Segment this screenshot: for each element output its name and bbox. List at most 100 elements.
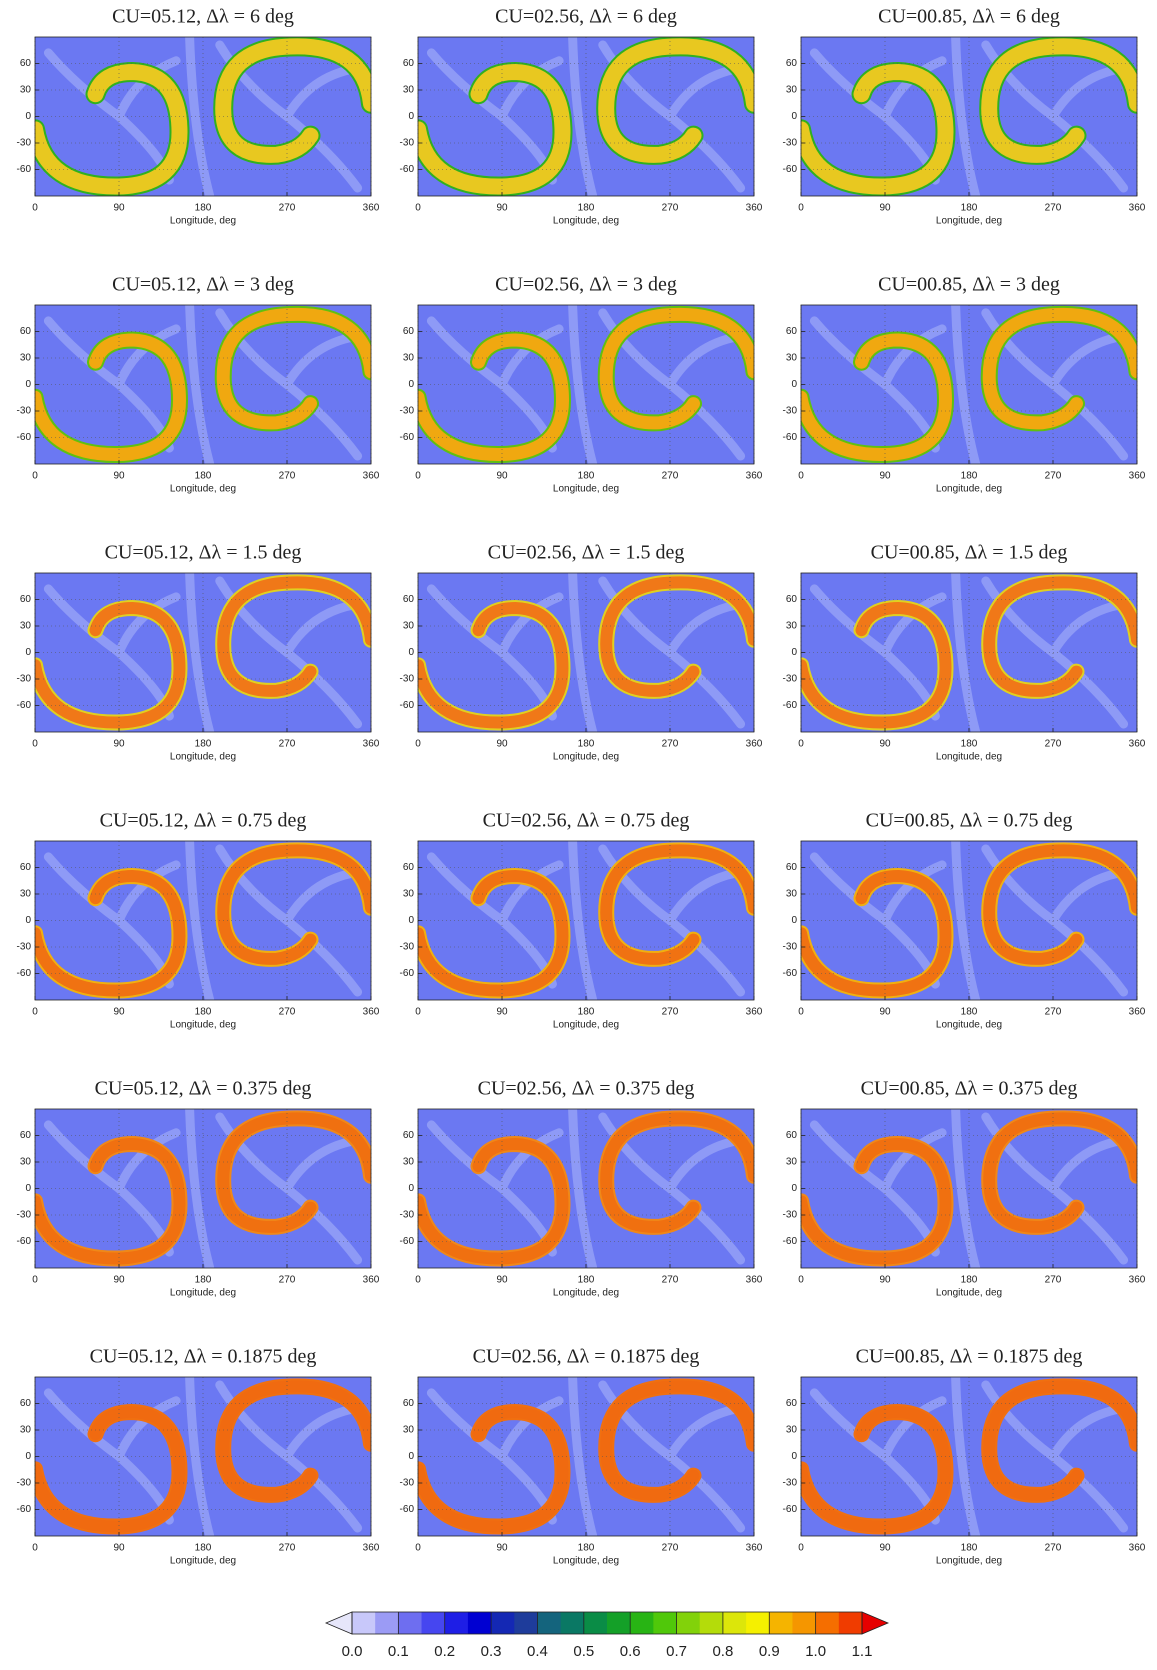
- x-tick-label: 270: [662, 1275, 679, 1286]
- x-tick-label: 90: [496, 739, 508, 750]
- light-arm: [880, 324, 947, 389]
- x-tick-label: 180: [961, 471, 978, 482]
- x-tick-label: 180: [578, 203, 595, 214]
- panel: 0 90 180 270 360 -60 -30 0 30 60 Longitude, deg: [783, 1376, 1146, 1567]
- colorbar-swatch: [583, 1612, 608, 1634]
- vortex-band: [418, 1137, 569, 1265]
- y-tick-label: 60: [786, 58, 798, 69]
- light-arm: [185, 37, 215, 196]
- light-arm: [598, 1112, 675, 1193]
- x-tick-label: 360: [1129, 203, 1146, 214]
- colorbar-swatch: [375, 1612, 399, 1634]
- x-tick-label: 360: [363, 471, 380, 482]
- x-tick-label: 0: [32, 471, 38, 482]
- colorbar-swatch: [514, 1612, 538, 1634]
- y-tick-label: 0: [791, 111, 797, 122]
- vortex-band: [599, 307, 754, 430]
- panel-title: CU=02.56, Δλ = 6 deg: [495, 6, 677, 28]
- colorbar-swatch: [491, 1612, 515, 1634]
- light-arm: [951, 305, 981, 464]
- x-tick-label: 90: [113, 1275, 125, 1286]
- vortex-band: [35, 63, 188, 195]
- x-tick-label: 360: [1129, 471, 1146, 482]
- vortex-band: [418, 601, 569, 729]
- light-arm: [282, 1184, 363, 1265]
- y-tick-label: -60: [400, 1236, 415, 1247]
- y-tick-label: 60: [20, 862, 32, 873]
- vortex-band: [801, 601, 952, 729]
- plot-frame: [800, 840, 1138, 1001]
- colorbar-tick-label: 0.1: [388, 1643, 409, 1660]
- y-tick-label: 0: [408, 111, 414, 122]
- light-arm: [282, 600, 359, 657]
- plot-frame: [417, 1376, 755, 1537]
- vortex-band: [801, 869, 952, 997]
- panel-title: CU=05.12, Δλ = 3 deg: [112, 274, 294, 296]
- x-tick-label: 270: [1045, 203, 1062, 214]
- colorbar-swatch: [746, 1612, 770, 1634]
- light-arm: [568, 37, 598, 196]
- x-tick-label: 360: [1129, 1543, 1146, 1554]
- light-arm: [880, 592, 947, 657]
- field-pattern: [35, 305, 371, 464]
- light-arm: [426, 1388, 507, 1461]
- y-tick-label: -30: [400, 674, 415, 685]
- x-axis-label: Longitude, deg: [936, 484, 1002, 495]
- colorbar-swatch: [769, 1612, 793, 1634]
- light-arm: [880, 1396, 947, 1461]
- y-tick-label: -60: [17, 700, 32, 711]
- panel-title: CU=00.85, Δλ = 3 deg: [878, 274, 1060, 296]
- plot-frame: [800, 304, 1138, 465]
- y-tick-label: -30: [17, 674, 32, 685]
- panel: 0 90 180 270 360 -60 -30 0 30 60 Longitude, deg: [783, 572, 1146, 763]
- colorbar-swatch: [560, 1612, 585, 1634]
- light-arm: [1048, 1184, 1129, 1265]
- vortex-band: [598, 38, 754, 163]
- y-tick-label: -60: [400, 968, 415, 979]
- light-arm: [880, 1128, 947, 1193]
- light-arm: [1048, 64, 1125, 121]
- y-tick-label: 60: [403, 862, 415, 873]
- vortex-band: [217, 844, 371, 965]
- panel: 0 90 180 270 360 -60 -30 0 30 60 Longitude, deg: [783, 1108, 1146, 1299]
- x-tick-label: 180: [961, 739, 978, 750]
- light-arm: [809, 48, 890, 121]
- x-tick-label: 90: [879, 1007, 891, 1018]
- x-tick-label: 180: [578, 1007, 595, 1018]
- light-arm: [1048, 112, 1129, 193]
- y-tick-label: -60: [400, 700, 415, 711]
- panel-title: CU=00.85, Δλ = 6 deg: [878, 6, 1060, 28]
- plot-frame: [34, 1376, 372, 1537]
- y-tick-label: -30: [17, 406, 32, 417]
- x-tick-label: 0: [798, 471, 804, 482]
- light-arm: [185, 305, 215, 464]
- light-arm: [215, 1112, 292, 1193]
- field-pattern: [801, 305, 1137, 464]
- x-tick-label: 0: [798, 739, 804, 750]
- light-arm: [1048, 600, 1125, 657]
- light-arm: [497, 1128, 564, 1193]
- panel-title: CU=02.56, Δλ = 0.375 deg: [478, 1078, 695, 1100]
- y-tick-label: 60: [403, 1398, 415, 1409]
- y-tick-label: 30: [403, 889, 415, 900]
- y-tick-label: -60: [783, 164, 798, 175]
- y-tick-label: 30: [403, 621, 415, 632]
- field-pattern: [418, 841, 754, 1000]
- vortex-band: [217, 1112, 371, 1233]
- x-tick-label: 270: [662, 203, 679, 214]
- vortex-band: [600, 1112, 754, 1233]
- plot-frame: [800, 36, 1138, 197]
- y-tick-label: 0: [408, 1451, 414, 1462]
- x-tick-label: 180: [961, 203, 978, 214]
- x-tick-label: 270: [1045, 1275, 1062, 1286]
- light-arm: [43, 1388, 124, 1461]
- x-axis-label: Longitude, deg: [553, 1288, 619, 1299]
- panel: 0 90 180 270 360 -60 -30 0 30 60 Longitude, deg: [400, 1376, 763, 1567]
- y-tick-label: 30: [20, 1425, 32, 1436]
- y-tick-label: 60: [786, 862, 798, 873]
- y-tick-label: -60: [400, 164, 415, 175]
- y-tick-label: 60: [786, 1398, 798, 1409]
- vortex-band: [983, 576, 1137, 697]
- light-arm: [981, 40, 1058, 121]
- x-tick-label: 270: [662, 1543, 679, 1554]
